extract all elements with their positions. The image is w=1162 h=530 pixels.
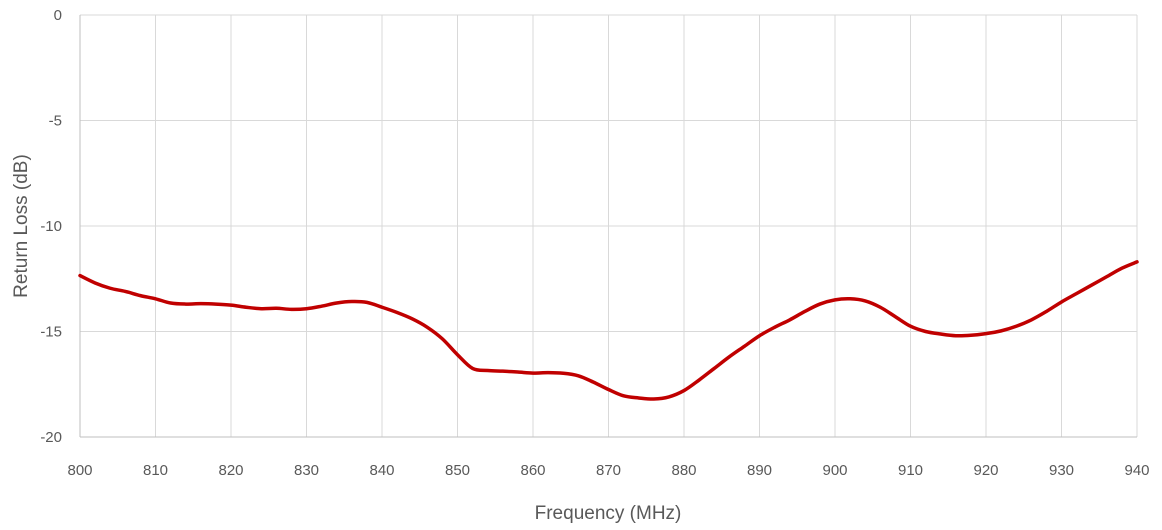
y-tick-label: 0	[54, 7, 62, 24]
x-tick-label: 920	[973, 462, 998, 479]
x-tick-label: 820	[218, 462, 243, 479]
x-tick-label: 870	[596, 462, 621, 479]
x-tick-label: 940	[1124, 462, 1149, 479]
x-tick-label: 890	[747, 462, 772, 479]
x-tick-label: 910	[898, 462, 923, 479]
series-line	[78, 260, 1139, 401]
x-tick-label: 830	[294, 462, 319, 479]
x-tick-label: 860	[520, 462, 545, 479]
y-tick-label: -10	[40, 218, 62, 235]
y-tick-label: -5	[49, 113, 62, 130]
x-tick-label: 900	[822, 462, 847, 479]
y-tick-label: -20	[40, 429, 62, 446]
axes	[79, 15, 1137, 438]
y-tick-label: -15	[40, 324, 62, 341]
y-axis-title: Return Loss (dB)	[11, 154, 32, 298]
tick-labels: 800 810 820 830 840 850 860 870 880 890 900 910 920 9…	[40, 7, 1149, 479]
x-tick-label: 850	[445, 462, 470, 479]
x-tick-label: 930	[1049, 462, 1074, 479]
x-tick-label: 840	[369, 462, 394, 479]
x-tick-label: 880	[671, 462, 696, 479]
x-tick-label: 810	[143, 462, 168, 479]
x-tick-label: 800	[67, 462, 92, 479]
x-axis-title: Frequency (MHz)	[535, 503, 682, 524]
series-layer	[78, 260, 1139, 401]
grid	[80, 14, 1138, 437]
